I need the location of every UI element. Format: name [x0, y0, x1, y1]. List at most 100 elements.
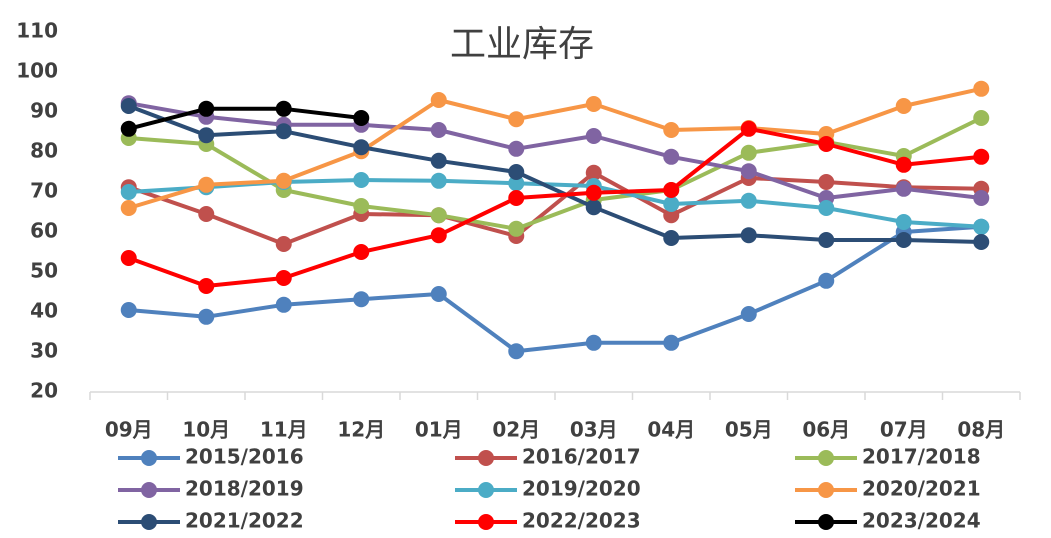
y-tick-label: 40 — [30, 299, 58, 323]
point — [275, 270, 292, 286]
point — [663, 334, 680, 351]
point — [895, 156, 912, 173]
point — [353, 172, 370, 188]
legend-label: 2017/2018 — [862, 445, 981, 469]
legend-label: 2023/2024 — [862, 509, 981, 533]
point — [198, 127, 215, 144]
point — [585, 199, 602, 216]
x-tick-label: 11月 — [260, 418, 308, 442]
point — [585, 128, 602, 144]
legend-label: 2022/2023 — [522, 509, 641, 533]
point — [120, 98, 137, 114]
point — [353, 198, 370, 214]
y-tick-label: 20 — [30, 379, 58, 403]
x-tick-label: 09月 — [105, 418, 153, 442]
point — [740, 120, 757, 137]
point — [508, 140, 525, 157]
point — [120, 250, 137, 266]
legend-marker — [818, 482, 834, 498]
point — [120, 302, 137, 318]
legend-marker — [478, 514, 494, 530]
x-tick-label: 06月 — [802, 418, 850, 442]
point — [430, 227, 447, 244]
legend-marker — [478, 450, 494, 466]
point — [353, 110, 370, 126]
point — [198, 308, 215, 325]
series-line — [128, 86, 982, 210]
legend-marker — [818, 450, 834, 466]
point — [740, 306, 757, 322]
point — [818, 136, 835, 152]
point — [663, 182, 680, 198]
point — [663, 148, 680, 165]
point — [430, 286, 447, 302]
point — [275, 100, 292, 117]
legend-marker — [141, 514, 157, 530]
point — [353, 291, 370, 308]
legend-marker — [818, 514, 834, 530]
series-line — [128, 224, 982, 354]
x-tick-label: 03月 — [570, 418, 618, 442]
legend-label: 2020/2021 — [862, 477, 981, 501]
point — [120, 120, 137, 137]
point — [740, 227, 757, 244]
point — [585, 96, 602, 112]
point — [275, 123, 292, 140]
point — [585, 184, 602, 201]
point — [275, 296, 292, 313]
point — [585, 334, 602, 351]
point — [508, 190, 525, 206]
y-tick-label: 70 — [30, 179, 58, 203]
legend-label: 2015/2016 — [185, 445, 304, 469]
point — [895, 232, 912, 248]
y-tick-label: 50 — [30, 259, 58, 283]
series-line — [128, 170, 982, 246]
legend-marker — [141, 450, 157, 466]
point — [973, 110, 990, 126]
point — [973, 148, 990, 165]
point — [973, 218, 990, 235]
point — [275, 172, 292, 189]
series-line — [128, 106, 362, 131]
point — [663, 207, 680, 224]
point — [973, 80, 990, 97]
point — [818, 200, 835, 216]
series-line — [128, 104, 982, 244]
x-tick-label: 02月 — [492, 418, 540, 442]
point — [198, 176, 215, 193]
point — [663, 122, 680, 138]
y-tick-label: 90 — [30, 99, 58, 123]
point — [508, 111, 525, 128]
point — [740, 192, 757, 209]
point — [430, 172, 447, 189]
point — [508, 175, 525, 192]
chart-title: 工业库存 — [450, 24, 594, 65]
point — [430, 207, 447, 224]
point — [120, 200, 137, 216]
legend-label: 2021/2022 — [185, 509, 304, 533]
x-tick-label: 04月 — [647, 418, 695, 442]
point — [818, 174, 835, 190]
point — [198, 206, 215, 222]
x-tick-label: 10月 — [182, 418, 230, 442]
point — [430, 122, 447, 138]
series-line — [128, 126, 982, 288]
point — [973, 234, 990, 250]
point — [663, 230, 680, 246]
y-tick-label: 30 — [30, 339, 58, 363]
legend-label: 2016/2017 — [522, 445, 641, 469]
legend-label: 2018/2019 — [185, 477, 304, 501]
legend-label: 2019/2020 — [522, 477, 641, 501]
point — [430, 152, 447, 169]
point — [895, 98, 912, 114]
point — [663, 196, 680, 212]
x-tick-label: 01月 — [415, 418, 463, 442]
y-tick-label: 80 — [30, 139, 58, 163]
x-tick-label: 07月 — [880, 418, 928, 442]
point — [895, 180, 912, 197]
legend-marker — [141, 482, 157, 498]
point — [740, 144, 757, 161]
point — [198, 100, 215, 117]
point — [430, 92, 447, 108]
